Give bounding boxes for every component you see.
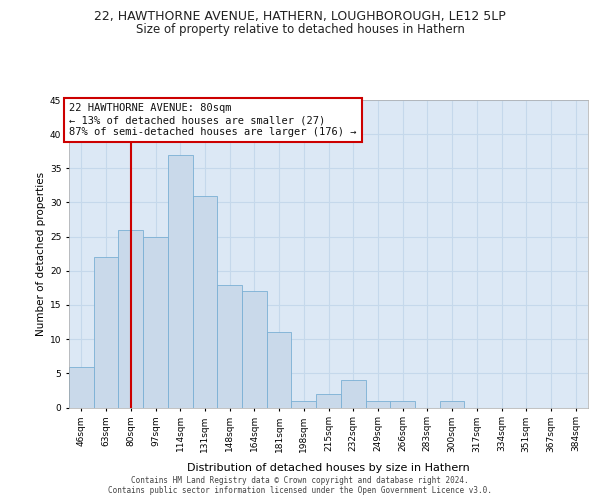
Bar bbox=[69, 366, 94, 408]
Text: Contains HM Land Registry data © Crown copyright and database right 2024.: Contains HM Land Registry data © Crown c… bbox=[131, 476, 469, 485]
Text: Size of property relative to detached houses in Hathern: Size of property relative to detached ho… bbox=[136, 22, 464, 36]
Bar bbox=[193, 196, 217, 408]
Bar bbox=[94, 257, 118, 408]
Bar bbox=[440, 400, 464, 407]
Bar bbox=[168, 154, 193, 408]
Text: Contains public sector information licensed under the Open Government Licence v3: Contains public sector information licen… bbox=[108, 486, 492, 495]
Bar bbox=[292, 400, 316, 407]
Bar bbox=[341, 380, 365, 407]
Y-axis label: Number of detached properties: Number of detached properties bbox=[35, 172, 46, 336]
Text: 22, HAWTHORNE AVENUE, HATHERN, LOUGHBOROUGH, LE12 5LP: 22, HAWTHORNE AVENUE, HATHERN, LOUGHBORO… bbox=[94, 10, 506, 23]
Bar bbox=[217, 284, 242, 408]
Bar bbox=[316, 394, 341, 407]
X-axis label: Distribution of detached houses by size in Hathern: Distribution of detached houses by size … bbox=[187, 462, 470, 472]
Bar bbox=[143, 236, 168, 408]
Bar bbox=[390, 400, 415, 407]
Bar bbox=[242, 292, 267, 408]
Bar bbox=[365, 400, 390, 407]
Text: 22 HAWTHORNE AVENUE: 80sqm
← 13% of detached houses are smaller (27)
87% of semi: 22 HAWTHORNE AVENUE: 80sqm ← 13% of deta… bbox=[69, 104, 357, 136]
Bar bbox=[267, 332, 292, 407]
Bar bbox=[118, 230, 143, 408]
